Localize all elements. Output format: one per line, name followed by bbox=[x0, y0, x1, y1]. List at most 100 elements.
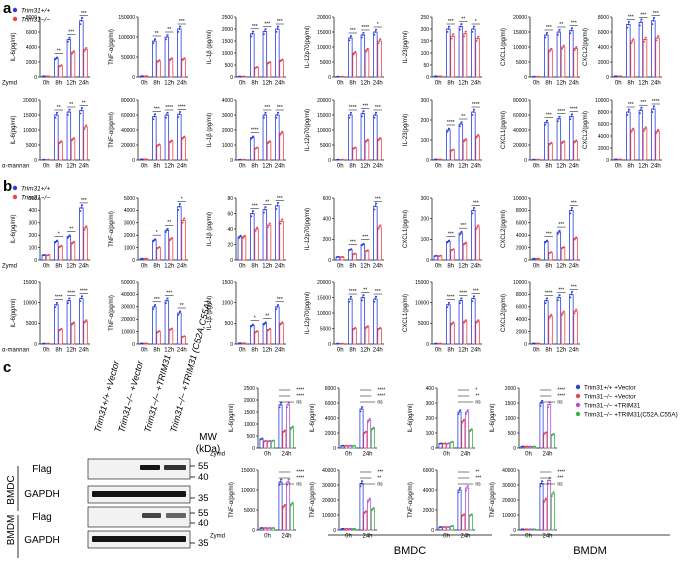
data-point bbox=[538, 257, 540, 260]
data-point bbox=[272, 439, 275, 442]
y-tick-label: 20000 bbox=[121, 143, 135, 149]
data-point bbox=[256, 330, 259, 332]
y-tick-label: 10000 bbox=[241, 488, 255, 494]
y-tick-label: 1000 bbox=[124, 245, 135, 251]
bar bbox=[655, 37, 660, 78]
x-tick-label: 12h bbox=[66, 81, 76, 87]
bar bbox=[241, 236, 247, 261]
data-point bbox=[354, 146, 357, 149]
data-point bbox=[277, 111, 280, 114]
x-tick-label: 0h bbox=[43, 81, 50, 87]
data-point bbox=[446, 306, 449, 308]
bar bbox=[152, 40, 157, 78]
y-tick-label: 10000 bbox=[322, 513, 336, 519]
x-tick-label: 8h bbox=[55, 264, 62, 270]
data-point bbox=[375, 295, 378, 298]
bar bbox=[152, 239, 157, 261]
bar bbox=[462, 243, 468, 261]
data-point bbox=[557, 33, 559, 36]
data-point bbox=[448, 127, 451, 130]
data-point bbox=[342, 75, 344, 78]
bar bbox=[156, 247, 161, 261]
sig-label: **** bbox=[557, 394, 565, 400]
data-point bbox=[367, 138, 369, 141]
y-tick-label: 600 bbox=[323, 196, 332, 202]
bar bbox=[289, 503, 294, 531]
data-point bbox=[558, 229, 561, 232]
y-tick-label: 6000 bbox=[516, 305, 527, 311]
y-tick-label: 2000 bbox=[222, 128, 233, 134]
y-tick-label: 6000 bbox=[423, 468, 434, 474]
x-tick-label: 0h bbox=[239, 81, 246, 87]
y-tick-label: 2000 bbox=[598, 60, 609, 66]
data-point bbox=[473, 25, 476, 28]
data-point bbox=[451, 524, 454, 527]
y-axis-label: IL-6(pg/ml) bbox=[11, 32, 17, 61]
y-axis-label: IL-6(pg/ml) bbox=[310, 403, 316, 432]
legend-b-wt-marker bbox=[12, 185, 18, 191]
data-point bbox=[177, 30, 180, 33]
y-tick-label: 5000 bbox=[26, 321, 37, 327]
wb-mw-label: MW bbox=[199, 432, 217, 443]
legend-a-ko: Trim31−/− bbox=[21, 17, 50, 24]
sig-label: ns bbox=[377, 482, 383, 488]
data-point bbox=[630, 42, 633, 45]
data-point bbox=[640, 106, 643, 109]
y-tick-label: 8000 bbox=[516, 208, 527, 214]
wb-kda-label: (kDa) bbox=[196, 444, 220, 455]
wb-band-gapdh-2: GAPDH bbox=[24, 535, 60, 546]
panel-label-a: a bbox=[3, 0, 12, 17]
data-point bbox=[83, 50, 86, 52]
bar bbox=[177, 28, 182, 78]
data-point bbox=[475, 321, 478, 324]
y-axis-label: CXCL2(pg/ml) bbox=[501, 210, 507, 248]
data-point bbox=[265, 527, 268, 529]
data-point bbox=[546, 239, 549, 242]
y-tick-label: 30000 bbox=[121, 305, 135, 311]
data-point bbox=[477, 319, 480, 322]
y-tick-label: 2000 bbox=[325, 431, 336, 437]
y-tick-label: 15000 bbox=[317, 113, 331, 119]
wb-band bbox=[164, 465, 186, 470]
y-tick-label: 15000 bbox=[415, 280, 429, 286]
chart-a-1-6: 0 2000 4000 6000 8000 CXCL2(pg/ml) 0h 8h *** 12h *… bbox=[583, 11, 662, 87]
bar bbox=[642, 39, 648, 78]
x-tick-label: 0h bbox=[435, 164, 442, 170]
data-point bbox=[571, 27, 574, 30]
x-tick-label: 0h bbox=[435, 348, 442, 354]
y-tick-label: 2000 bbox=[516, 245, 527, 251]
x-tick-label: 12h bbox=[262, 264, 272, 270]
y-tick-label: 40000 bbox=[502, 468, 516, 474]
data-point bbox=[569, 118, 572, 121]
data-point bbox=[342, 444, 345, 447]
panel-label-c: c bbox=[3, 359, 11, 376]
sig-label: **** bbox=[296, 476, 304, 482]
sig-label: ** bbox=[155, 31, 159, 37]
x-tick-label: 24h bbox=[275, 81, 285, 87]
data-point bbox=[550, 141, 553, 144]
data-point bbox=[440, 75, 442, 78]
bar bbox=[475, 135, 480, 161]
y-axis-label: IL-12p70(pg/ml) bbox=[305, 208, 311, 250]
data-point bbox=[369, 497, 371, 500]
bar bbox=[79, 207, 84, 261]
bar bbox=[471, 28, 476, 78]
x-tick-label: 0h bbox=[435, 81, 442, 87]
data-point bbox=[346, 444, 349, 447]
data-point bbox=[533, 158, 536, 161]
x-tick-label: 24h bbox=[569, 264, 579, 270]
sig-label: *** bbox=[628, 102, 634, 108]
y-tick-label: 500 bbox=[29, 196, 38, 202]
data-point bbox=[620, 75, 622, 78]
stimulus-label: α-mannan bbox=[2, 164, 29, 170]
sig-label: **** bbox=[165, 105, 173, 111]
y-tick-label: 300 bbox=[421, 196, 430, 202]
western-blot: Trim31+/+ +Vector Trim31−/− +Vector Trim… bbox=[6, 299, 220, 558]
y-axis-label: IL-1β (pg/ml) bbox=[207, 212, 213, 246]
sig-label: *** bbox=[68, 30, 74, 36]
y-axis-label: IL-12p70(pg/ml) bbox=[305, 26, 311, 68]
y-axis-label: IL-23(pg/ml) bbox=[403, 114, 409, 146]
data-point bbox=[459, 233, 461, 236]
y-tick-label: 5000 bbox=[320, 143, 331, 149]
